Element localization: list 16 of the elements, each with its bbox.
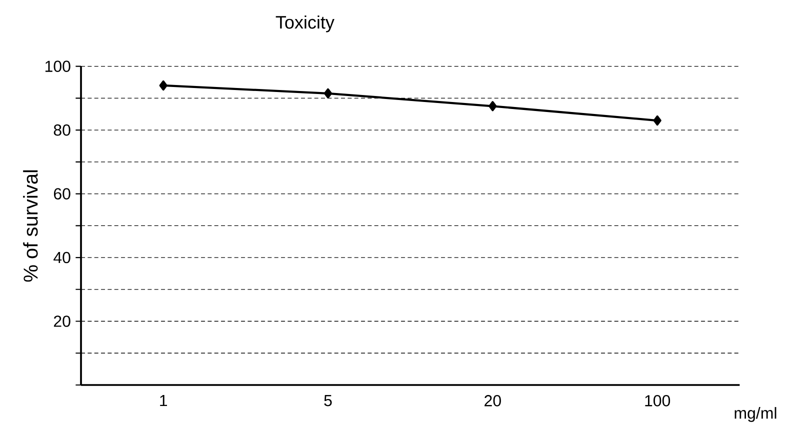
x-tick-label: 5 — [324, 395, 332, 406]
y-tick-label: 100 — [45, 60, 70, 72]
point — [653, 115, 662, 126]
point — [324, 88, 332, 98]
y-axis-title: % of survival — [23, 170, 38, 282]
x-tick-label: 1 — [160, 395, 167, 406]
y-tick-label: 60 — [54, 188, 70, 200]
y-tick-label: 40 — [54, 252, 70, 264]
x-axis-title: mg/ml — [734, 407, 776, 422]
chart-title: Toxicity — [276, 16, 334, 32]
point — [488, 101, 497, 112]
x-tick-label: 100 — [645, 395, 670, 406]
y-tick-label: 20 — [54, 316, 70, 327]
y-tick-label: 80 — [54, 124, 70, 136]
point — [159, 80, 168, 91]
x-tick-label: 20 — [484, 395, 501, 406]
